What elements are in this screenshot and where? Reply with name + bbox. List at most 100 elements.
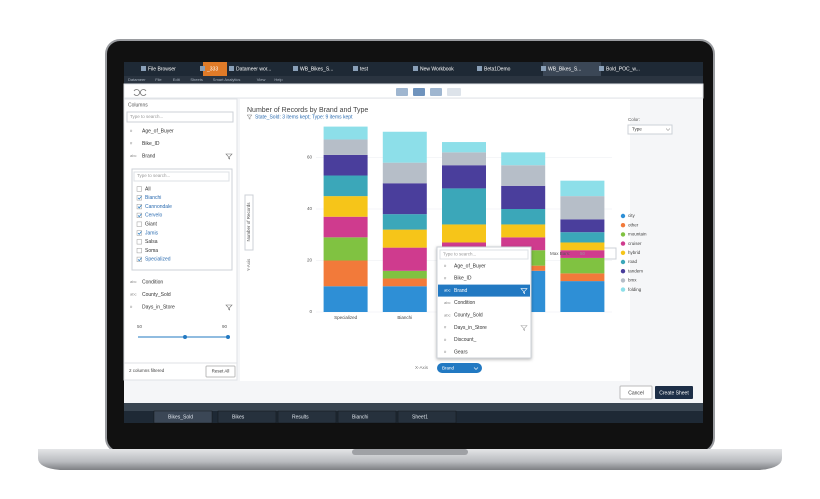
checkbox[interactable] [136,204,142,210]
legend-label[interactable]: cruiser [628,241,642,246]
field-name[interactable]: Bike_ID [142,141,160,147]
x-axis-select[interactable] [437,363,482,373]
menu-item[interactable]: View [257,77,266,82]
bar-segment [323,286,368,312]
checkbox[interactable] [136,186,142,192]
bar-segment [560,180,605,197]
brand-option[interactable]: Cervelo [145,213,162,219]
laptop-base [38,449,782,470]
legend-label[interactable]: mountain [628,232,647,237]
legend-label[interactable]: road [628,259,638,264]
brand-search-box[interactable] [133,171,230,182]
bar-segment [560,219,605,233]
tab-label[interactable]: WB_Bikes_S... [300,66,333,72]
sheet-tab[interactable] [277,410,337,424]
cancel-label[interactable]: Cancel [628,390,644,396]
checkbox[interactable] [136,212,142,218]
checkbox[interactable] [136,230,142,236]
menu-item[interactable]: Datameer [128,77,146,82]
sheet-tab[interactable] [217,410,277,424]
x-axis-select-value[interactable]: Brand [442,366,455,371]
bar-segment [382,270,427,279]
cancel-button[interactable] [619,385,653,400]
brand-option[interactable]: Jamis [145,230,159,236]
y-label[interactable]: Number of Records [246,202,251,242]
color-select[interactable] [627,124,673,135]
brand-option[interactable]: Giant [145,222,158,228]
checkbox[interactable] [136,221,142,227]
popup-field-name[interactable]: Gears [454,349,468,355]
checkmark [137,213,142,218]
popup-field-icon: # [444,275,447,280]
chart-type-icons[interactable] [396,88,461,96]
popup-search-box[interactable] [439,249,529,260]
bar-segment [323,237,368,261]
bar-segment [501,209,546,225]
brand-option[interactable]: All [145,186,151,192]
legend-label[interactable]: hybrid [628,250,641,255]
y-tick-label: 40 [307,206,313,211]
max-bars-label: Max Bars: [550,251,570,256]
popup-field-name[interactable]: Bike_ID [454,276,472,282]
sheet-tab[interactable] [337,410,397,424]
legend-label[interactable]: other [628,222,639,227]
bar-segment [382,183,427,215]
menu-item[interactable]: Sheets [190,77,202,82]
menu-item[interactable]: Smart Analytics [213,77,241,82]
popup-field-name[interactable]: Discount_ [454,337,476,343]
checkbox[interactable] [136,239,142,245]
brand-option[interactable]: Salsa [145,239,158,245]
tab-label[interactable]: New Workbook [420,66,454,72]
undo-redo[interactable] [133,89,147,96]
sheet-tab[interactable] [153,410,213,424]
popup-field-name[interactable]: Days_in_Store [454,325,487,331]
field-name[interactable]: Brand [142,153,156,159]
tab-label[interactable]: File Browser [148,66,176,72]
popup-field-name[interactable]: Age_of_Buyer [454,263,486,269]
search-box[interactable] [126,111,234,123]
field-name[interactable]: Age_of_Buyer [142,128,174,134]
menu-item[interactable]: Edit [173,77,181,82]
field-name[interactable]: Condition [142,279,163,285]
legend-label[interactable]: tandem [628,268,643,273]
menu-item[interactable]: Help [274,77,283,82]
brand-option[interactable]: Specialized [145,257,171,263]
tab-label[interactable]: Bold_POC_w... [606,66,640,72]
tab-icon [413,66,418,71]
sheet-tab-label: Results [292,414,309,420]
popup-field-name[interactable]: County_Sold [454,313,483,319]
brand-option[interactable]: Cannondale [145,204,172,210]
chart-title: Number of Records by Brand and Type [247,107,368,114]
tab-label[interactable]: Beta1Demo [484,66,511,72]
bar-segment [501,152,546,166]
filter-icon [225,153,233,160]
y-field-box[interactable] [244,194,254,251]
field-name[interactable]: Days_in_Store [142,304,175,310]
color-select-value[interactable]: Type [632,127,642,132]
legend-dot [620,241,626,246]
legend-label[interactable]: city [628,213,636,218]
tab-label[interactable]: _333 [206,66,218,72]
slider-thumb[interactable] [226,335,230,339]
legend-label[interactable]: folding [628,287,642,292]
tab-label[interactable]: Datameer wor... [236,66,271,72]
checkbox[interactable] [136,195,142,201]
reset-button[interactable] [205,365,236,378]
checkbox[interactable] [136,248,142,254]
checkbox[interactable] [136,256,142,262]
slider-thumb[interactable] [183,335,187,339]
create-button[interactable] [655,386,693,399]
subtitle-filter-icon [246,114,253,120]
sheet-tab[interactable] [397,410,457,424]
popup-field-name[interactable]: Brand [454,288,468,294]
tab-label[interactable]: test [360,66,369,72]
legend-label[interactable]: bmx [628,278,637,283]
menu-item[interactable]: File [155,77,162,82]
reset-label[interactable]: Reset All [212,369,230,374]
tab-label[interactable]: WB_Bikes_S... [548,66,581,72]
brand-option[interactable]: Soma [145,248,158,254]
brand-option[interactable]: Bianchi [145,195,161,201]
popup-field-name[interactable]: Condition [454,300,475,306]
field-name[interactable]: County_Sold [142,292,171,298]
create-label[interactable]: Create Sheet [659,390,689,396]
